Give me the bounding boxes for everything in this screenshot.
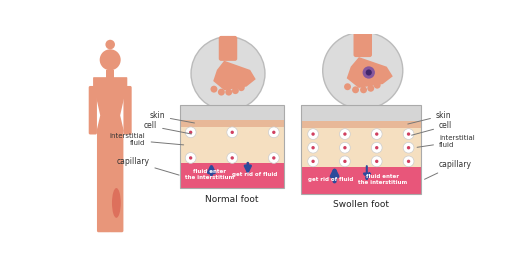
Text: fluid enter
the interstitium: fluid enter the interstitium [185, 169, 234, 180]
FancyBboxPatch shape [97, 130, 111, 232]
Bar [301, 105, 421, 121]
Circle shape [100, 49, 121, 70]
Bar [180, 164, 284, 188]
Circle shape [189, 156, 192, 160]
Circle shape [308, 142, 318, 153]
Text: cell: cell [412, 122, 452, 135]
Bar [180, 105, 284, 120]
Text: capillary: capillary [116, 157, 179, 175]
Circle shape [340, 129, 350, 139]
PathPatch shape [347, 57, 393, 88]
Circle shape [407, 146, 410, 150]
Circle shape [225, 89, 232, 95]
Circle shape [268, 153, 279, 163]
Circle shape [232, 87, 239, 94]
Ellipse shape [323, 32, 403, 109]
FancyBboxPatch shape [89, 86, 97, 134]
Text: capillary: capillary [424, 160, 472, 179]
Circle shape [403, 156, 414, 167]
Circle shape [311, 132, 315, 136]
Text: interstitial
fluid: interstitial fluid [417, 135, 475, 148]
Circle shape [343, 132, 347, 136]
Circle shape [340, 156, 350, 167]
Circle shape [375, 132, 379, 136]
Circle shape [185, 153, 196, 163]
Circle shape [375, 146, 379, 150]
Circle shape [218, 89, 225, 95]
Circle shape [403, 129, 414, 139]
Circle shape [238, 84, 245, 91]
Text: get rid of fluid: get rid of fluid [308, 177, 354, 182]
Circle shape [230, 131, 234, 134]
Circle shape [311, 146, 315, 150]
Text: get rid of fluid: get rid of fluid [232, 172, 278, 177]
Circle shape [340, 142, 350, 153]
Bar [301, 128, 421, 167]
Circle shape [374, 82, 381, 89]
Bar [301, 167, 421, 194]
Circle shape [268, 127, 279, 138]
Circle shape [185, 127, 196, 138]
Circle shape [366, 69, 372, 76]
Circle shape [106, 40, 115, 49]
Bar [180, 105, 284, 188]
Bar [106, 70, 114, 78]
Circle shape [189, 131, 192, 134]
Text: skin: skin [149, 111, 194, 123]
FancyBboxPatch shape [109, 130, 123, 232]
Circle shape [407, 132, 410, 136]
Circle shape [211, 86, 217, 93]
Text: Normal foot: Normal foot [205, 195, 259, 204]
Circle shape [403, 142, 414, 153]
PathPatch shape [213, 61, 256, 90]
Circle shape [367, 85, 374, 92]
Circle shape [344, 83, 351, 90]
Text: cell: cell [144, 122, 191, 134]
Circle shape [311, 160, 315, 163]
FancyBboxPatch shape [354, 31, 372, 57]
FancyBboxPatch shape [219, 36, 237, 61]
Circle shape [272, 156, 276, 160]
Circle shape [362, 66, 375, 79]
Circle shape [308, 129, 318, 139]
Text: fluid enter
the interstitium: fluid enter the interstitium [358, 174, 407, 185]
Circle shape [371, 129, 382, 139]
Bar [180, 120, 284, 127]
Circle shape [343, 160, 347, 163]
Circle shape [272, 131, 276, 134]
Text: Swollen foot: Swollen foot [333, 200, 389, 209]
Circle shape [371, 142, 382, 153]
Text: interstitial
fluid: interstitial fluid [110, 133, 184, 146]
PathPatch shape [94, 78, 126, 131]
Circle shape [227, 127, 238, 138]
Circle shape [227, 153, 238, 163]
Circle shape [360, 86, 367, 93]
FancyBboxPatch shape [93, 77, 127, 88]
Circle shape [407, 160, 410, 163]
Ellipse shape [112, 188, 121, 218]
Bar [301, 121, 421, 128]
Circle shape [230, 156, 234, 160]
Bar [301, 105, 421, 194]
Circle shape [352, 86, 359, 93]
Circle shape [343, 146, 347, 150]
Ellipse shape [191, 37, 265, 111]
Circle shape [371, 156, 382, 167]
Text: skin: skin [408, 111, 451, 124]
Bar [180, 127, 284, 164]
FancyBboxPatch shape [123, 86, 132, 134]
Circle shape [308, 156, 318, 167]
Circle shape [375, 160, 379, 163]
